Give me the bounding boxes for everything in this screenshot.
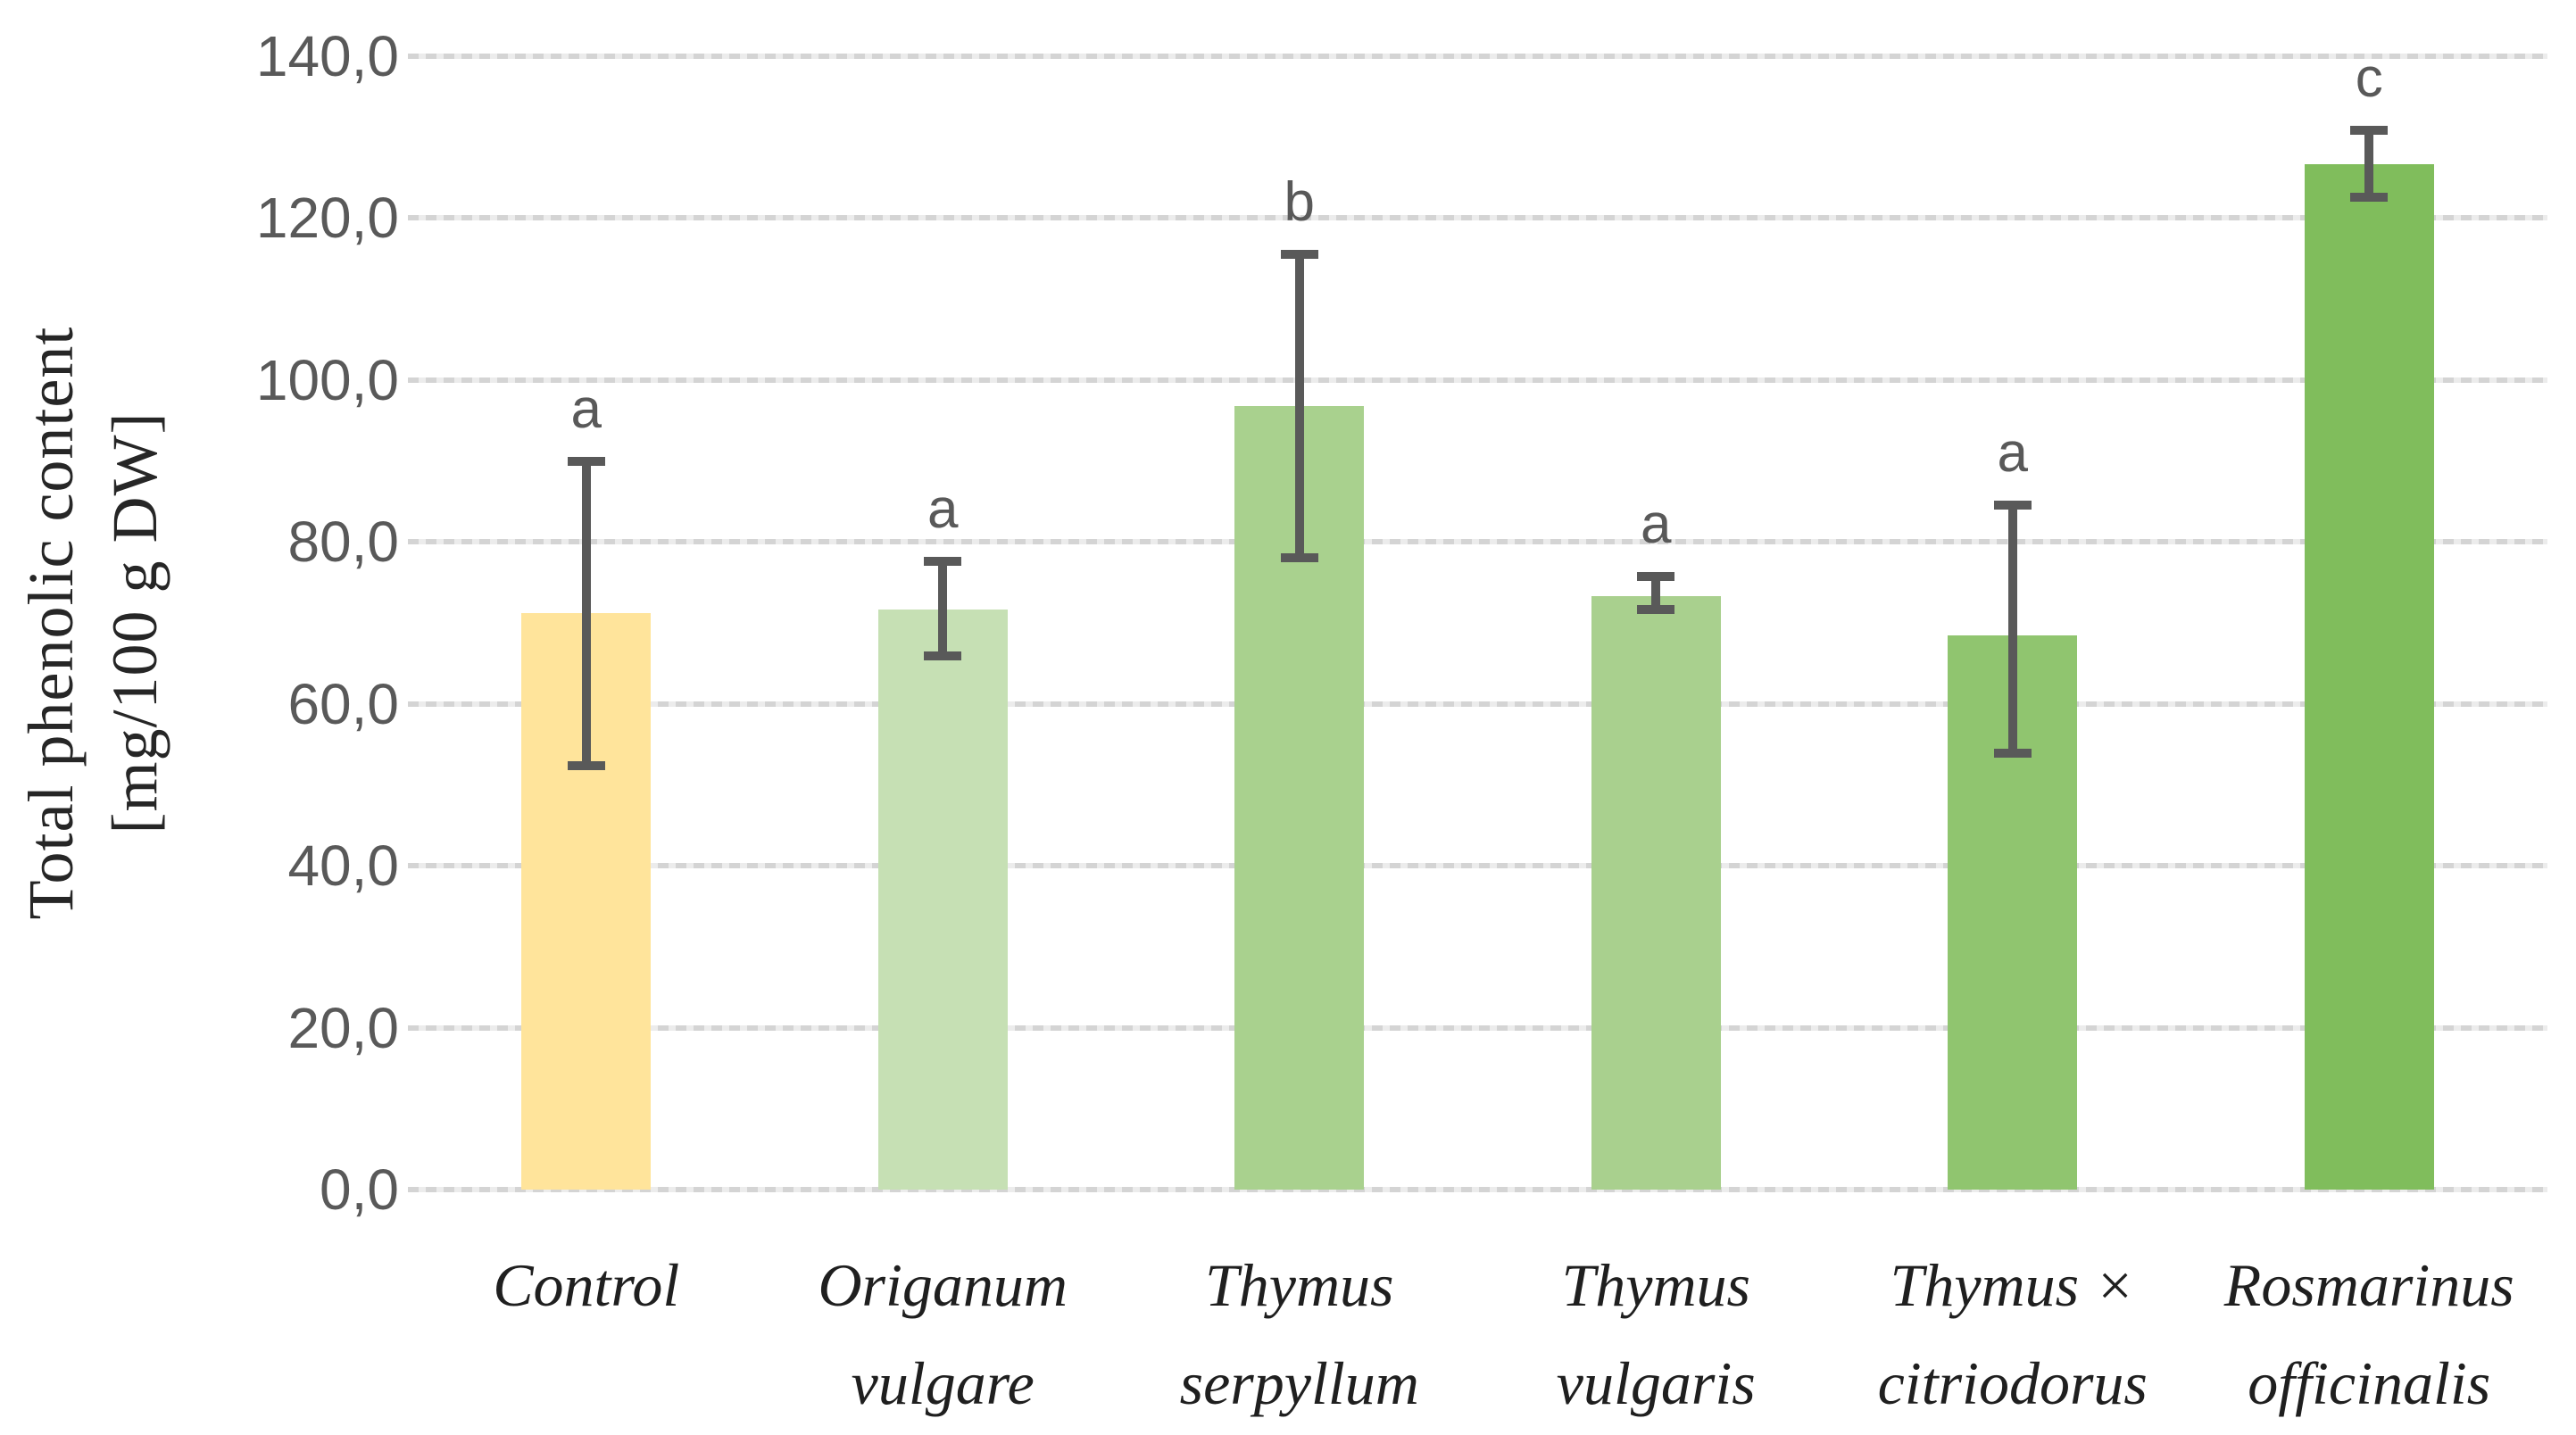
category-label-line: serpyllum bbox=[1179, 1349, 1419, 1417]
significance-letter: c bbox=[2355, 46, 2383, 109]
category-label: Thymus × citriodorus bbox=[1834, 1236, 2191, 1432]
error-bar bbox=[1651, 576, 1661, 610]
category-label-line: Origanum bbox=[818, 1251, 1068, 1319]
significance-letter: a bbox=[927, 478, 959, 541]
error-bar-bottom-cap bbox=[1993, 749, 2032, 759]
y-tick-label: 40,0 bbox=[287, 834, 399, 899]
error-bar-top-cap bbox=[1993, 500, 2032, 510]
error-bar-top-cap bbox=[924, 557, 962, 567]
y-tick-label: 140,0 bbox=[255, 24, 399, 88]
error-bar bbox=[2364, 129, 2374, 197]
y-tick-label: 20,0 bbox=[287, 995, 399, 1060]
significance-letter: a bbox=[1997, 421, 2028, 484]
y-tick-label: 60,0 bbox=[287, 671, 399, 736]
category-label-line: Thymus bbox=[1561, 1251, 1751, 1319]
y-tick-label: 100,0 bbox=[255, 347, 399, 412]
category-label-line: vulgaris bbox=[1556, 1349, 1756, 1417]
bar-rosmarinus-officinalis bbox=[2304, 163, 2434, 1190]
bar-origanum-vulgare bbox=[877, 609, 1008, 1190]
category-label: Thymus serpyllum bbox=[1121, 1236, 1478, 1432]
category-label-line: citriodorus bbox=[1877, 1349, 2148, 1417]
y-gridline bbox=[408, 863, 2547, 869]
error-bar bbox=[2007, 504, 2017, 754]
y-tick-label: 0,0 bbox=[320, 1157, 399, 1222]
error-bar-top-cap bbox=[2350, 125, 2389, 135]
y-tick-label: 80,0 bbox=[287, 510, 399, 575]
category-label: Control bbox=[408, 1236, 765, 1334]
category-label-line: Thymus bbox=[1204, 1251, 1394, 1319]
bar-thymus-vulgaris bbox=[1591, 596, 1721, 1190]
error-bar-bottom-cap bbox=[1280, 552, 1318, 562]
category-label: Origanum vulgare bbox=[764, 1236, 1121, 1432]
category-label-line: Control bbox=[493, 1251, 680, 1319]
y-tick-label: 120,0 bbox=[255, 186, 399, 251]
significance-letter: a bbox=[570, 378, 602, 441]
category-label-line: Rosmarinus bbox=[2223, 1251, 2514, 1319]
significance-letter: a bbox=[1641, 494, 1672, 556]
error-bar bbox=[938, 561, 948, 657]
category-label: Rosmarinus officinalis bbox=[2190, 1236, 2547, 1432]
error-bar-bottom-cap bbox=[1637, 605, 1675, 615]
category-label-line: officinalis bbox=[2248, 1349, 2491, 1417]
error-bar-top-cap bbox=[1280, 250, 1318, 260]
error-bar-bottom-cap bbox=[567, 760, 605, 770]
error-bar-bottom-cap bbox=[924, 651, 962, 661]
y-gridline bbox=[408, 701, 2547, 707]
category-label: Thymus vulgaris bbox=[1477, 1236, 1834, 1432]
category-label-line: Thymus × bbox=[1890, 1251, 2135, 1319]
y-gridline bbox=[408, 1187, 2547, 1192]
y-gridline bbox=[408, 1024, 2547, 1031]
error-bar bbox=[1294, 254, 1304, 558]
y-gridline bbox=[408, 539, 2547, 545]
error-bar-top-cap bbox=[1637, 572, 1675, 582]
error-bar-top-cap bbox=[567, 457, 605, 467]
y-gridline bbox=[408, 377, 2547, 383]
y-gridline bbox=[408, 215, 2547, 221]
significance-letter: b bbox=[1284, 171, 1315, 234]
y-gridline bbox=[408, 54, 2547, 59]
error-bar-bottom-cap bbox=[2350, 192, 2389, 202]
error-bar bbox=[581, 461, 591, 766]
category-label-line: vulgare bbox=[851, 1349, 1035, 1417]
y-axis-title-line1: Total phenolic content bbox=[15, 326, 87, 920]
